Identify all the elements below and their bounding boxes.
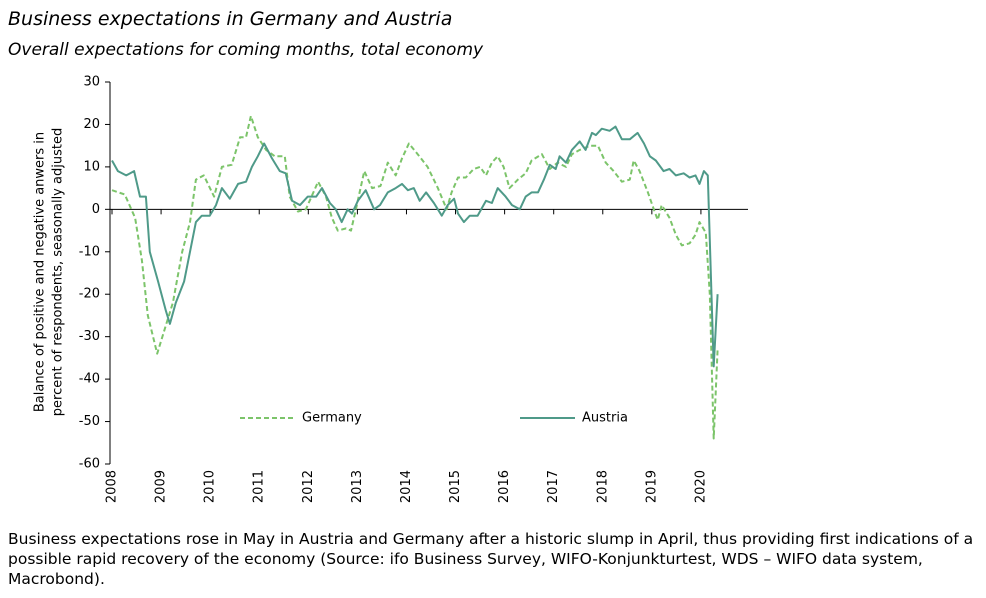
x-tick-label: 2012 <box>301 470 316 503</box>
y-tick-label: -40 <box>79 372 100 387</box>
x-tick-label: 2018 <box>595 470 610 503</box>
line-germany <box>111 115 719 440</box>
x-tick-label: 2014 <box>399 470 414 503</box>
x-tick-label: 2020 <box>693 470 708 503</box>
chart-subtitle: Overall expectations for coming months, … <box>8 40 484 60</box>
x-tick-label: 2016 <box>497 470 512 503</box>
y-tick-label: 20 <box>83 117 100 132</box>
legend-label: Germany <box>302 411 362 426</box>
x-tick-label: 2009 <box>154 470 169 503</box>
x-tick-label: 2015 <box>448 470 463 503</box>
note: Business expectations rose in May in Aus… <box>8 530 974 588</box>
y-tick-label: 30 <box>83 75 100 90</box>
y-tick-label: -30 <box>79 329 100 344</box>
legend-label: Austria <box>582 411 628 426</box>
y-tick-label: 10 <box>83 159 100 174</box>
x-tick-label: 2008 <box>105 470 120 503</box>
x-tick-label: 2019 <box>644 470 659 503</box>
y-tick-label: -20 <box>79 287 100 302</box>
y-tick-label: -10 <box>79 244 100 259</box>
y-tick-label: -60 <box>79 457 100 472</box>
y-tick-label: -50 <box>79 414 100 429</box>
x-tick-label: 2011 <box>252 470 267 503</box>
x-tick-label: 2017 <box>546 470 561 503</box>
x-tick-label: 2013 <box>350 470 365 503</box>
y-axis-label: percent of respondents, seasonally adjus… <box>51 128 66 416</box>
y-axis-label: Balance of positive and negative anwers … <box>33 132 48 412</box>
chart-title: Business expectations in Germany and Aus… <box>8 8 453 30</box>
x-tick-label: 2010 <box>203 470 218 503</box>
line-austria <box>111 125 719 368</box>
y-tick-label: 0 <box>92 202 100 217</box>
